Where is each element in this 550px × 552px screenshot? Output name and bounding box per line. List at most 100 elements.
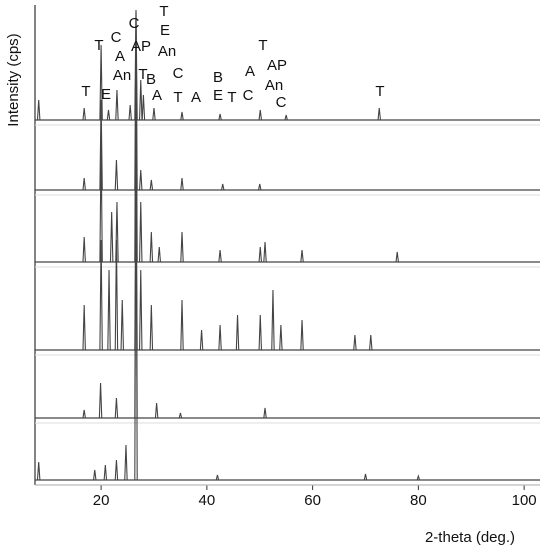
peak [109, 211, 114, 263]
peak-label: C [129, 15, 140, 32]
peak [218, 113, 222, 121]
peak-label: T [159, 3, 168, 20]
x-tick-label: 40 [199, 492, 216, 509]
peak [99, 141, 103, 263]
peak-label: C [243, 87, 254, 104]
peak [99, 239, 103, 351]
peak-label: B [213, 69, 223, 86]
peak-label: B [146, 71, 156, 88]
peak [82, 107, 86, 121]
peak [106, 109, 111, 121]
peak-label: E [101, 86, 111, 103]
peak [99, 44, 103, 121]
peak [235, 314, 240, 351]
y-axis-label: Intensity (cps) [5, 33, 22, 126]
peak [36, 461, 41, 481]
peak-label: A [152, 87, 162, 104]
peak [103, 464, 108, 481]
peak [353, 334, 357, 351]
peak [300, 249, 304, 263]
x-tick-label: 80 [410, 492, 427, 509]
peak-label: C [276, 94, 287, 111]
peak [284, 114, 288, 121]
peak [416, 474, 421, 481]
peak [220, 183, 225, 191]
peak [139, 169, 143, 191]
peak-label: An [158, 43, 176, 60]
peak [149, 179, 154, 191]
peak [107, 269, 111, 351]
peak-label: E [160, 22, 170, 39]
peak-label: An [265, 77, 283, 94]
peak-label: T [258, 37, 267, 54]
peak [139, 269, 143, 351]
peak [279, 324, 283, 351]
peak [98, 382, 103, 419]
peak [215, 474, 220, 481]
peak [180, 111, 184, 121]
peak-label: T [94, 37, 103, 54]
peak [263, 241, 267, 263]
peak [218, 249, 222, 263]
peak-label: T [375, 83, 384, 100]
peak [149, 231, 154, 263]
peak [36, 99, 41, 121]
peak-label: A [115, 48, 125, 65]
peak [139, 79, 143, 121]
peak [395, 251, 399, 263]
peak [180, 299, 184, 351]
peak [258, 246, 263, 263]
x-tick-label: 20 [93, 492, 110, 509]
peak [115, 89, 119, 121]
peak [124, 444, 128, 481]
peak [154, 402, 159, 419]
peak-label: T [81, 83, 90, 100]
peak [377, 107, 381, 121]
peak [82, 304, 86, 351]
peak [257, 183, 262, 191]
peak [369, 334, 373, 351]
peak-label: C [173, 65, 184, 82]
peak-label: A [191, 89, 201, 106]
peak [258, 314, 263, 351]
peak [93, 469, 97, 481]
peak-label: T [138, 66, 147, 83]
peak-label: T [173, 89, 182, 106]
peak [199, 329, 204, 351]
x-axis-label: 2-theta (deg.) [425, 529, 515, 546]
peak [134, 11, 138, 263]
x-tick-label: 60 [304, 492, 321, 509]
peak [128, 104, 132, 121]
peak [178, 412, 183, 419]
peak [134, 149, 138, 481]
peak [218, 324, 222, 351]
peak [114, 459, 119, 481]
peak-label: A [245, 63, 255, 80]
peak [139, 201, 143, 263]
peak [82, 236, 86, 263]
peak [157, 246, 162, 263]
peak [114, 397, 119, 419]
peak [114, 159, 119, 191]
peak [263, 407, 267, 419]
peak-label: AP [131, 38, 151, 55]
peak [99, 99, 103, 191]
peak-label: C [111, 29, 122, 46]
peak [149, 304, 154, 351]
peak [271, 289, 275, 351]
peak [114, 239, 119, 351]
peak [82, 177, 86, 191]
peak [152, 107, 156, 121]
peak [363, 473, 368, 481]
peak-label: E [213, 87, 223, 104]
peak-label: AP [267, 57, 287, 74]
peak [141, 94, 146, 121]
peak-label: An [113, 67, 131, 84]
x-tick-label: 100 [512, 492, 537, 509]
peak [120, 299, 125, 351]
peak-label: T [227, 89, 236, 106]
peak [82, 409, 86, 419]
peak [180, 231, 184, 263]
peak [180, 177, 184, 191]
